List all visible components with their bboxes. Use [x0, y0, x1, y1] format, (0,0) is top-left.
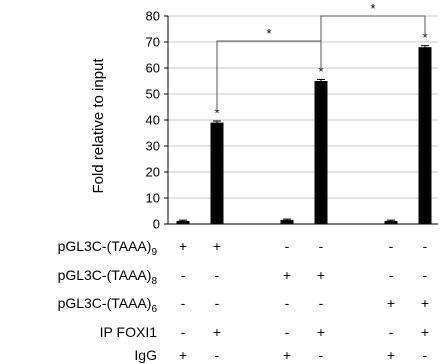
minus-sign: -: [215, 267, 220, 283]
minus-sign: -: [319, 295, 324, 311]
plus-sign: +: [283, 347, 291, 363]
plus-sign: +: [283, 267, 291, 283]
bar: [280, 219, 294, 224]
plus-sign: +: [213, 238, 221, 254]
minus-sign: -: [319, 238, 324, 254]
y-tick-label: 30: [146, 139, 160, 154]
minus-sign: -: [285, 295, 290, 311]
minus-sign: -: [389, 324, 394, 340]
y-tick-label: 60: [146, 61, 160, 76]
minus-sign: -: [319, 347, 324, 363]
bar: [384, 220, 398, 224]
gridlines: [168, 15, 438, 199]
y-tick-label: 10: [146, 191, 160, 206]
significance-bracket: [320, 15, 426, 69]
minus-sign: -: [215, 347, 220, 363]
y-tick-label: 80: [146, 9, 160, 24]
condition-row-label: pGL3C-(TAAA)8: [58, 267, 158, 287]
y-tick-label: 0: [153, 217, 160, 232]
minus-sign: -: [285, 238, 290, 254]
condition-table: pGL3C-(TAAA)9 + + - - - - pGL3C-(TAAA)8 - - + + - - pG…: [58, 238, 430, 363]
minus-sign: -: [423, 238, 428, 254]
significance-annotations: * * * * *: [214, 1, 427, 121]
minus-sign: -: [423, 267, 428, 283]
bar-star-label: *: [214, 106, 219, 121]
y-tick-label: 70: [146, 35, 160, 50]
minus-sign: -: [389, 267, 394, 283]
bar: [210, 122, 224, 224]
plus-sign: +: [387, 295, 395, 311]
y-tick-labels: 0 10 20 30 40 50 60 70 80: [146, 9, 160, 232]
bar-star-label: *: [422, 30, 427, 45]
plus-sign: +: [179, 347, 187, 363]
condition-row-label: pGL3C-(TAAA)6: [58, 295, 158, 315]
bar: [176, 220, 190, 224]
plus-sign: +: [421, 324, 429, 340]
minus-sign: -: [181, 324, 186, 340]
bar: [418, 47, 432, 225]
plus-sign: +: [387, 347, 395, 363]
plus-sign: +: [421, 295, 429, 311]
minus-sign: -: [285, 324, 290, 340]
y-tick-label: 20: [146, 165, 160, 180]
bar-star-label: *: [318, 64, 323, 79]
minus-sign: -: [389, 238, 394, 254]
condition-row-label: IP FOXI1: [100, 324, 158, 340]
bar: [314, 81, 328, 224]
minus-sign: -: [181, 267, 186, 283]
plus-sign: +: [213, 324, 221, 340]
bracket-star-label: *: [266, 26, 271, 41]
minus-sign: -: [181, 295, 186, 311]
plus-sign: +: [317, 324, 325, 340]
plus-sign: +: [317, 267, 325, 283]
y-tick-label: 50: [146, 87, 160, 102]
significance-bracket: [216, 40, 322, 111]
condition-row-label: IgG: [134, 347, 157, 363]
y-tick-label: 40: [146, 113, 160, 128]
bracket-star-label: *: [370, 1, 375, 16]
minus-sign: -: [423, 347, 428, 363]
plus-sign: +: [179, 238, 187, 254]
bars: [176, 45, 432, 225]
y-axis-label: Fold relative to input: [90, 58, 107, 194]
condition-row-label: pGL3C-(TAAA)9: [58, 238, 158, 258]
minus-sign: -: [215, 295, 220, 311]
